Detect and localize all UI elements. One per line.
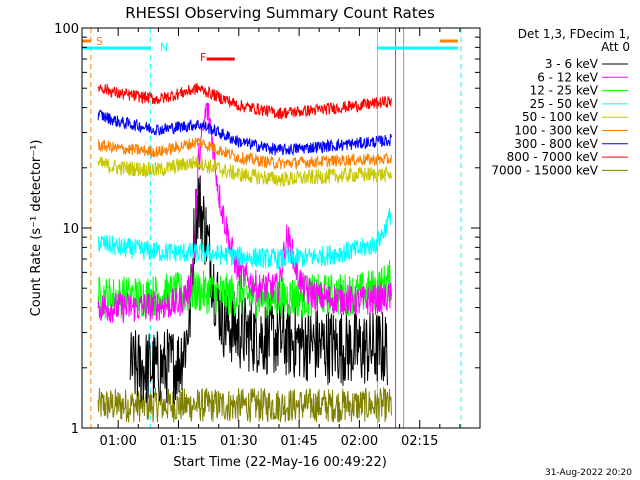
legend-label-7: 800 - 7000 keV	[507, 150, 599, 164]
legend-label-6: 300 - 800 keV	[514, 137, 598, 151]
legend-label-4: 50 - 100 keV	[522, 110, 599, 124]
series-line-5	[97, 137, 392, 171]
axes: 01:00 01:15 01:30 01:45 02:00 02:15 1 10 100	[54, 22, 480, 449]
x-tick-label-4: 02:00	[341, 434, 378, 449]
legend-label-3: 25 - 50 keV	[530, 97, 599, 111]
x-axis-label: Start Time (22-May-16 00:49:22)	[173, 455, 387, 470]
annotation-n: N	[160, 41, 168, 54]
y-tick-label-1: 10	[62, 222, 79, 237]
chart-title: RHESSI Observing Summary Count Rates	[125, 4, 435, 22]
series-line-3	[97, 208, 392, 270]
x-tick-label-3: 01:45	[280, 434, 317, 449]
series-line-8	[97, 386, 392, 423]
series-line-1	[97, 102, 392, 323]
x-tick-label-1: 01:15	[160, 434, 197, 449]
series-line-6	[97, 109, 392, 157]
series-line-0	[129, 175, 388, 406]
legend-label-8: 7000 - 15000 keV	[491, 163, 598, 177]
y-axis-label: Count Rate (s⁻¹ detector⁻¹)	[29, 140, 44, 317]
x-tick-label-0: 01:00	[99, 434, 136, 449]
annotations: S N F	[96, 35, 206, 64]
annotation-f: F	[200, 51, 206, 64]
legend-title-line-2: Att 0	[601, 40, 630, 54]
legend-label-2: 12 - 25 keV	[530, 84, 599, 98]
legend-label-5: 100 - 300 keV	[514, 124, 598, 138]
timestamp: 31-Aug-2022 20:20	[545, 468, 632, 478]
series-group	[97, 83, 392, 423]
x-tick-label-2: 01:30	[220, 434, 257, 449]
series-line-7	[97, 83, 392, 120]
legend-label-0: 3 - 6 keV	[545, 57, 599, 71]
y-tick-label-2: 100	[54, 22, 79, 37]
legend-title-line-1: Det 1,3, FDecim 1,	[518, 27, 630, 41]
legend-label-1: 6 - 12 keV	[537, 70, 599, 84]
annotation-s: S	[96, 35, 103, 48]
y-tick-label-0: 1	[71, 422, 79, 437]
series-line-4	[97, 154, 392, 188]
x-tick-label-5: 02:15	[401, 434, 438, 449]
